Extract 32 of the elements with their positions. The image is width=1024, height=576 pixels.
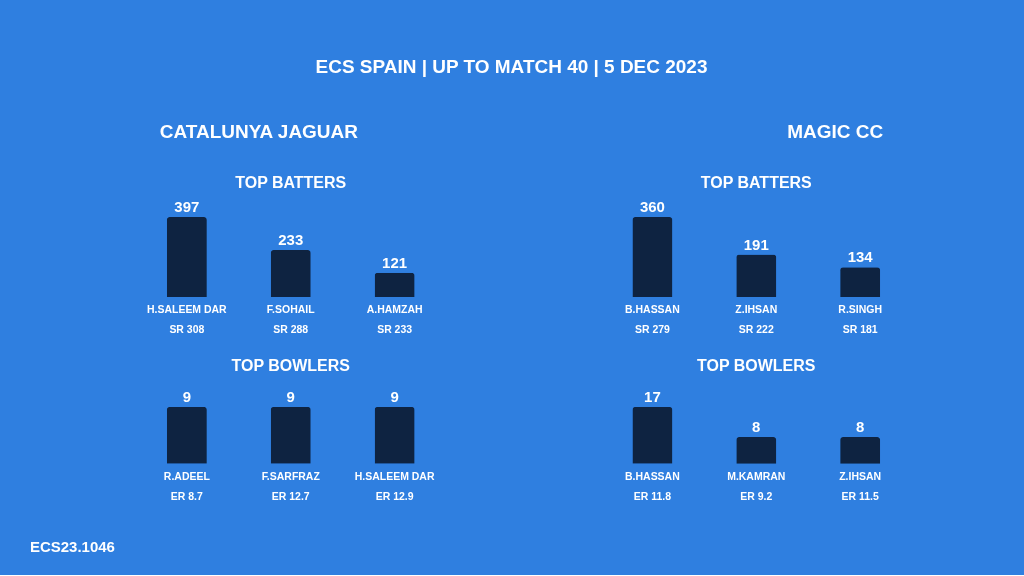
text: ECS SPAIN | UP TO MATCH 40 | 5 DEC 2023	[315, 56, 708, 78]
data-label: 121	[382, 253, 408, 271]
data-label: 134	[847, 248, 874, 266]
chart-title: CATALUNYA JAGUAR	[159, 121, 359, 143]
x-tick-label: A.HAMZAH SR 233	[366, 304, 423, 336]
data-label: 9	[390, 387, 399, 405]
data-label: 17	[644, 387, 661, 405]
data-label: 360	[639, 198, 665, 216]
chart-subtitle: TOP BATTERS	[235, 174, 347, 192]
chart-subtitle: TOP BATTERS	[700, 174, 813, 192]
x-tick-label: H.SALEEM DAR SR 308	[146, 304, 228, 336]
chart-title: TOP BOWLERS	[697, 356, 816, 374]
x-tick-label: F.SARFRAZ ER 12.7	[261, 471, 321, 503]
chart-title: TOP BOWLERS	[231, 356, 351, 374]
x-tick-label: R.ADEEL ER 8.7	[163, 471, 211, 503]
x-tick-label: B.HASSAN ER 11.8	[625, 471, 680, 503]
x-tick-label: F.SOHAIL SR 288	[266, 304, 316, 336]
x-tick-label: Z.IHSAN ER 11.5	[839, 471, 882, 503]
x-tick-label: M.KAMRAN ER 9.2	[727, 471, 786, 503]
x-tick-label: R.SINGH SR 181	[838, 304, 882, 336]
data-label: 9	[286, 387, 295, 405]
data-label: 191	[743, 235, 769, 253]
data-label: 233	[278, 231, 304, 249]
chart-title: MAGIC CC	[787, 121, 884, 143]
x-tick-label: Z.IHSAN SR 222	[735, 304, 778, 336]
data-label: 8	[855, 418, 865, 436]
text: ECS23.1046	[29, 537, 115, 555]
x-tick-label: H.SALEEM DAR ER 12.9	[354, 471, 435, 503]
data-label: 8	[752, 418, 761, 436]
x-tick-label: B.HASSAN SR 279	[625, 304, 680, 336]
data-label: 9	[182, 387, 191, 405]
data-label: 397	[174, 198, 200, 216]
